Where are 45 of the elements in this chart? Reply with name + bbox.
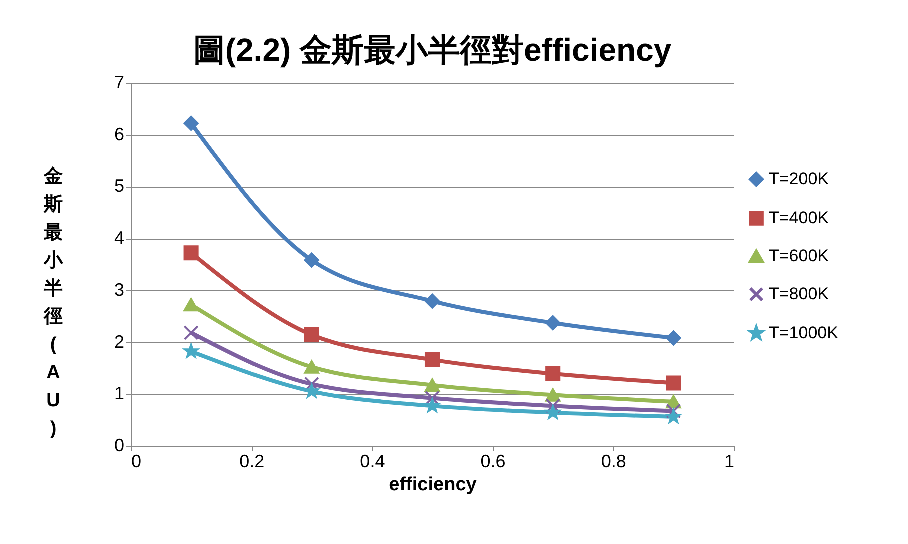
y-tick-label: 2 bbox=[114, 332, 124, 352]
x-tick-label: 1 bbox=[724, 452, 734, 472]
y-tick-label: 7 bbox=[114, 72, 124, 92]
point bbox=[424, 390, 440, 406]
y-tick-label: 4 bbox=[114, 228, 124, 248]
point bbox=[666, 404, 682, 419]
point bbox=[184, 344, 198, 358]
legend-label: T=200K bbox=[769, 170, 830, 188]
point bbox=[424, 378, 440, 392]
point bbox=[304, 328, 320, 343]
x-tick-label: 0 bbox=[132, 452, 142, 472]
chart-title: 圖(2.2) 金斯最小半徑對efficiency bbox=[193, 32, 672, 68]
point bbox=[425, 398, 440, 412]
point bbox=[304, 360, 320, 374]
point bbox=[184, 116, 199, 131]
point bbox=[184, 298, 199, 312]
point bbox=[304, 252, 320, 268]
point bbox=[546, 398, 561, 414]
x-tick-label: 0.2 bbox=[240, 452, 265, 472]
x-axis-title: efficiency bbox=[389, 474, 478, 496]
y-tick-label: 1 bbox=[114, 384, 124, 404]
point bbox=[546, 316, 561, 331]
point bbox=[666, 409, 681, 424]
legend-label: T=1000K bbox=[769, 324, 840, 342]
point bbox=[184, 325, 199, 340]
y-tick-label: 0 bbox=[114, 436, 124, 456]
point bbox=[424, 352, 440, 368]
x-tick-label: 0.6 bbox=[480, 452, 506, 472]
legend-label: T=400K bbox=[769, 208, 830, 228]
point bbox=[184, 246, 199, 261]
point bbox=[546, 405, 560, 420]
x-tick-label: 0.4 bbox=[360, 452, 386, 472]
y-tick-label: 6 bbox=[114, 124, 124, 144]
y-tick-label: 3 bbox=[114, 280, 124, 300]
y-tick-label: 5 bbox=[114, 176, 124, 196]
x-tick-label: 0.8 bbox=[601, 452, 626, 472]
legend-label: T=800K bbox=[769, 284, 830, 304]
legend-label: T=600K bbox=[769, 246, 830, 266]
text: 金斯最小半徑(AU) bbox=[44, 166, 63, 440]
point bbox=[304, 376, 320, 392]
point bbox=[546, 388, 561, 402]
point bbox=[666, 376, 682, 391]
point bbox=[546, 366, 561, 382]
point bbox=[666, 330, 682, 346]
point bbox=[424, 294, 440, 309]
